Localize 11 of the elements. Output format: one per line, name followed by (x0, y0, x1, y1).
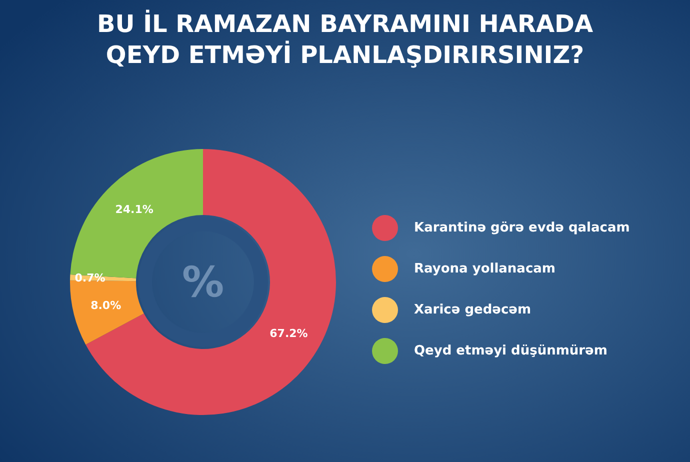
legend-label: Qeyd etməyi düşünmürəm (414, 344, 608, 358)
legend-label: Karantinə görə evdə qalacam (414, 220, 630, 236)
data-label: 0.7% (74, 272, 106, 284)
donut-slice (70, 280, 144, 345)
chart-title: BU İL RAMAZAN BAYRAMINI HARADA QEYD ETMƏYİ PLANLAŞDIRIRSINIZ? (96, 9, 594, 69)
data-label: 24.1% (115, 202, 154, 216)
legend-label: Rayona yollanacam (414, 262, 556, 276)
legend-label: Xaricə gedəcəm (414, 302, 532, 318)
data-label: 8.0% (90, 299, 122, 312)
data-label: 67.2% (270, 326, 308, 340)
text: % (182, 258, 224, 306)
